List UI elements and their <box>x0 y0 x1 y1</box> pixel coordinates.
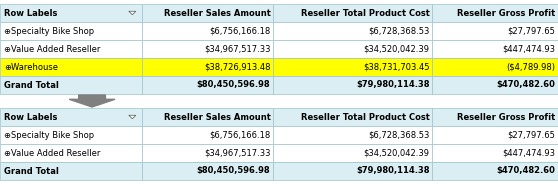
FancyArrow shape <box>69 95 115 107</box>
Bar <box>142 144 273 162</box>
Bar <box>0 126 142 144</box>
Text: Row Labels: Row Labels <box>4 112 57 121</box>
Text: $447,474.93: $447,474.93 <box>502 148 555 158</box>
Polygon shape <box>129 11 136 15</box>
Text: ⊕Value Added Reseller: ⊕Value Added Reseller <box>4 148 100 158</box>
Text: $27,797.65: $27,797.65 <box>507 130 555 139</box>
Bar <box>432 4 558 22</box>
Bar <box>142 4 273 22</box>
Text: ⊕Value Added Reseller: ⊕Value Added Reseller <box>4 45 100 54</box>
Text: $34,520,042.39: $34,520,042.39 <box>363 45 430 54</box>
Bar <box>0 144 142 162</box>
Bar <box>0 4 142 22</box>
Text: $27,797.65: $27,797.65 <box>507 26 555 36</box>
Bar <box>432 40 558 58</box>
Text: Reseller Gross Profit: Reseller Gross Profit <box>457 112 555 121</box>
Text: ⊕Specialty Bike Shop: ⊕Specialty Bike Shop <box>4 26 94 36</box>
Bar <box>142 162 273 180</box>
Text: $470,482.60: $470,482.60 <box>496 81 555 89</box>
Text: $38,731,703.45: $38,731,703.45 <box>363 63 430 72</box>
Bar <box>142 76 273 94</box>
Polygon shape <box>129 115 136 119</box>
Bar <box>273 22 432 40</box>
Text: $34,967,517.33: $34,967,517.33 <box>204 148 271 158</box>
Bar <box>142 58 273 76</box>
Text: $79,980,114.38: $79,980,114.38 <box>356 81 430 89</box>
Bar <box>432 76 558 94</box>
Bar <box>273 162 432 180</box>
Bar <box>0 40 142 58</box>
Bar <box>432 108 558 126</box>
Bar <box>0 22 142 40</box>
Bar <box>0 108 142 126</box>
Bar <box>273 126 432 144</box>
Text: $447,474.93: $447,474.93 <box>502 45 555 54</box>
Bar <box>273 4 432 22</box>
Text: Reseller Total Product Cost: Reseller Total Product Cost <box>301 8 430 17</box>
Bar <box>273 144 432 162</box>
Text: Reseller Gross Profit: Reseller Gross Profit <box>457 8 555 17</box>
Text: Row Labels: Row Labels <box>4 8 57 17</box>
Text: $34,520,042.39: $34,520,042.39 <box>363 148 430 158</box>
Bar <box>432 162 558 180</box>
Text: Grand Total: Grand Total <box>4 167 59 176</box>
Text: $38,726,913.48: $38,726,913.48 <box>204 63 271 72</box>
Bar <box>142 108 273 126</box>
Text: Grand Total: Grand Total <box>4 81 59 89</box>
Bar <box>142 22 273 40</box>
Text: $80,450,596.98: $80,450,596.98 <box>197 81 271 89</box>
Text: $34,967,517.33: $34,967,517.33 <box>204 45 271 54</box>
Bar <box>273 76 432 94</box>
Bar <box>432 58 558 76</box>
Text: Reseller Total Product Cost: Reseller Total Product Cost <box>301 112 430 121</box>
Bar <box>432 126 558 144</box>
Text: ($4,789.98): ($4,789.98) <box>506 63 555 72</box>
Text: $6,756,166.18: $6,756,166.18 <box>209 26 271 36</box>
Text: $80,450,596.98: $80,450,596.98 <box>197 167 271 176</box>
Bar <box>273 108 432 126</box>
Bar <box>273 58 432 76</box>
Text: ⊕Specialty Bike Shop: ⊕Specialty Bike Shop <box>4 130 94 139</box>
Bar <box>432 22 558 40</box>
Text: $470,482.60: $470,482.60 <box>496 167 555 176</box>
Text: $6,756,166.18: $6,756,166.18 <box>209 130 271 139</box>
Bar <box>142 126 273 144</box>
Bar <box>432 144 558 162</box>
Bar <box>142 40 273 58</box>
Text: Reseller Sales Amount: Reseller Sales Amount <box>163 112 271 121</box>
Text: $6,728,368.53: $6,728,368.53 <box>368 130 430 139</box>
Bar <box>0 162 142 180</box>
Text: $6,728,368.53: $6,728,368.53 <box>368 26 430 36</box>
Text: $79,980,114.38: $79,980,114.38 <box>356 167 430 176</box>
Bar <box>0 58 142 76</box>
Text: ⊕Warehouse: ⊕Warehouse <box>4 63 58 72</box>
Bar <box>0 76 142 94</box>
Bar <box>273 40 432 58</box>
Text: Reseller Sales Amount: Reseller Sales Amount <box>163 8 271 17</box>
